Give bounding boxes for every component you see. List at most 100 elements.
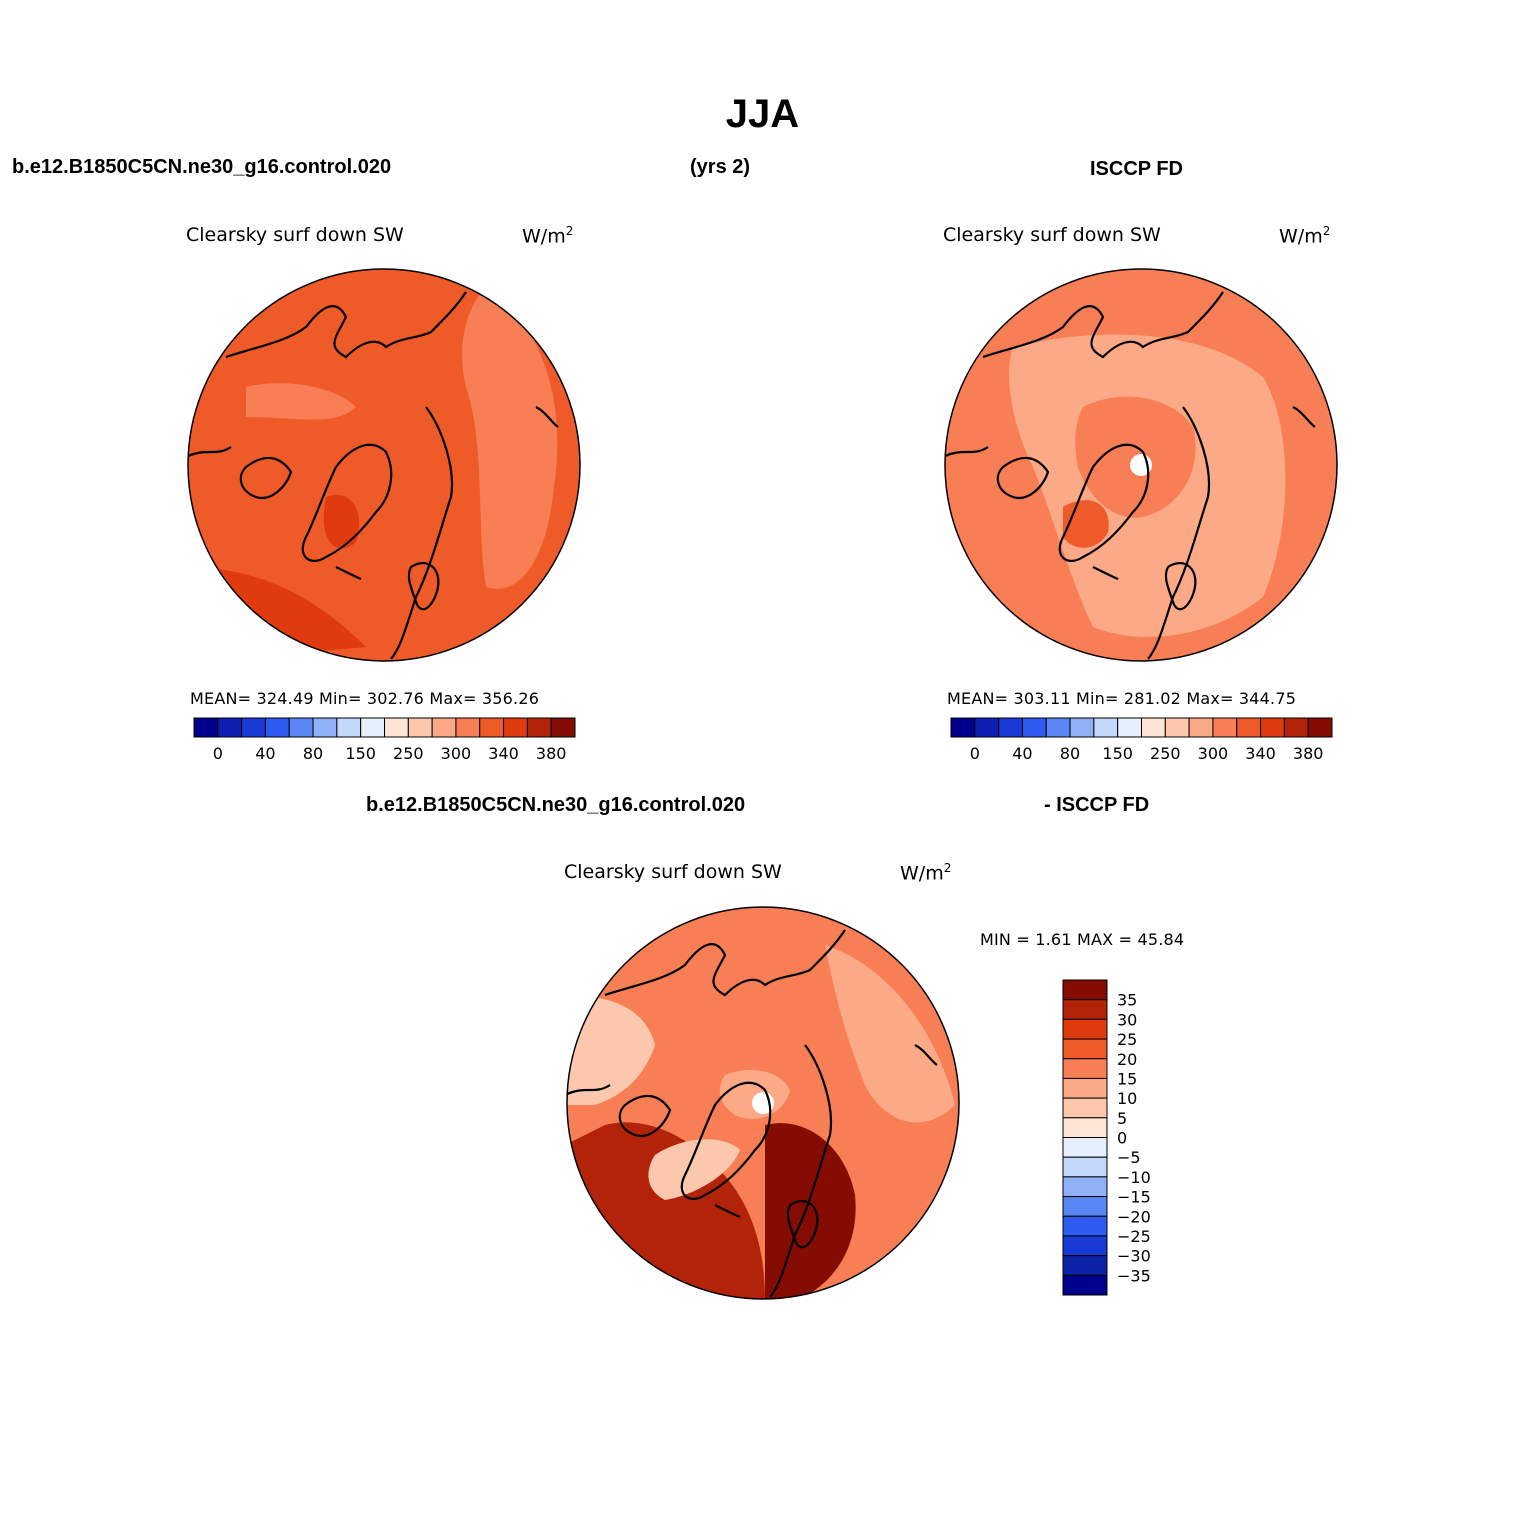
- obs-colorbar-box: [1093, 717, 1119, 738]
- diff-obs-name-header: - ISCCP FD: [1044, 794, 1150, 816]
- obs-colorbar-box: [1307, 717, 1333, 738]
- diff-colorbar-tick-label: −30: [1117, 1247, 1151, 1266]
- model-polar-map: [187, 268, 581, 662]
- diff-colorbar-tick-label: −20: [1117, 1207, 1151, 1226]
- diff-colorbar-tick-label: −5: [1117, 1148, 1141, 1167]
- diff-colorbar-box: [1062, 1097, 1108, 1119]
- diff-colorbar-tick-label: 35: [1117, 991, 1137, 1010]
- diff-colorbar-box: [1062, 1117, 1108, 1138]
- model-colorbar-box: [407, 717, 433, 738]
- diff-colorbar-tick-label: 30: [1117, 1010, 1137, 1029]
- obs-colorbar-tick-label: 80: [1060, 744, 1080, 763]
- diff-colorbar-box: [1062, 1038, 1108, 1060]
- diff-colorbar-box: [1062, 1274, 1108, 1296]
- diff-units: W/m2: [900, 861, 952, 885]
- model-colorbar-box: [336, 717, 362, 738]
- obs-colorbar-box: [1260, 717, 1285, 738]
- diff-colorbar-tick-label: 25: [1117, 1030, 1137, 1049]
- obs-colorbar-tick-label: 300: [1198, 744, 1229, 763]
- diff-map-pale-region: [567, 995, 655, 1105]
- obs-colorbar-box: [1164, 717, 1190, 738]
- diff-colorbar-box: [1062, 1137, 1108, 1158]
- obs-name-header: ISCCP FD: [1090, 158, 1183, 180]
- model-colorbar-box: [312, 717, 338, 738]
- obs-panel-title: Clearsky surf down SW: [943, 224, 1161, 246]
- obs-coastlines: [945, 291, 1316, 660]
- model-colorbar-box: [360, 717, 385, 738]
- obs-colorbar-box: [1141, 717, 1166, 738]
- model-colorbar-tick-label: 380: [536, 744, 567, 763]
- obs-polar-map: [944, 268, 1338, 662]
- model-colorbar-tick-label: 40: [255, 744, 275, 763]
- diff-map-border: [566, 906, 960, 1300]
- diff-colorbar-box: [1062, 979, 1108, 1001]
- model-colorbar-box: [264, 717, 290, 738]
- model-colorbar-tick-label: 0: [213, 744, 223, 763]
- model-colorbar-box: [431, 717, 457, 738]
- obs-colorbar-box: [998, 717, 1023, 738]
- obs-stats: MEAN= 303.11 Min= 281.02 Max= 344.75: [947, 689, 1297, 708]
- obs-colorbar: 0 40 80 150 250 300 340 380: [950, 717, 1333, 763]
- diff-map-light-region: [825, 945, 955, 1123]
- model-panel-title: Clearsky surf down SW: [186, 224, 404, 246]
- diff-colorbar-box: [1062, 1215, 1108, 1237]
- obs-colorbar-tick-label: 340: [1245, 744, 1276, 763]
- diff-colorbar-tick-label: 0: [1117, 1129, 1127, 1148]
- obs-colorbar-tick-label: 0: [970, 744, 980, 763]
- diff-colorbar-tick-label: −35: [1117, 1266, 1151, 1285]
- diff-colorbar-tick-label: −25: [1117, 1227, 1151, 1246]
- model-units: W/m2: [522, 224, 574, 248]
- diff-colorbar-box: [1062, 1077, 1108, 1099]
- model-colorbar-box: [503, 717, 528, 738]
- diff-colorbar-box: [1062, 999, 1108, 1020]
- obs-colorbar-tick-label: 380: [1293, 744, 1324, 763]
- diff-case-name-header: b.e12.B1850C5CN.ne30_g16.control.020: [366, 794, 746, 816]
- model-colorbar-box: [550, 717, 576, 738]
- model-stats: MEAN= 324.49 Min= 302.76 Max= 356.26: [190, 689, 540, 708]
- model-map-border: [187, 268, 581, 662]
- obs-colorbar-box: [1212, 717, 1238, 738]
- model-map-greenland-dark: [323, 494, 360, 549]
- diff-colorbar-tick-label: −15: [1117, 1188, 1151, 1207]
- model-map-light-region: [462, 287, 558, 589]
- model-colorbar-box: [384, 717, 409, 738]
- obs-colorbar-box: [1117, 717, 1142, 738]
- model-colorbar-box: [526, 717, 552, 738]
- diff-colorbar-tick-label: −10: [1117, 1168, 1151, 1187]
- model-colorbar-box: [288, 717, 314, 738]
- model-colorbar-tick-label: 300: [441, 744, 472, 763]
- obs-colorbar-box: [950, 717, 976, 738]
- model-colorbar-tick-label: 340: [488, 744, 519, 763]
- obs-colorbar-box: [974, 717, 1000, 738]
- diff-colorbar-box: [1062, 1235, 1108, 1257]
- model-colorbar-tick-label: 150: [345, 744, 376, 763]
- model-coastlines: [188, 291, 559, 660]
- model-colorbar-tick-label: 80: [303, 744, 323, 763]
- obs-colorbar-box: [1236, 717, 1262, 738]
- diff-minmax: MIN = 1.61 MAX = 45.84: [980, 930, 1185, 949]
- model-colorbar-box: [455, 717, 481, 738]
- diff-panel-title: Clearsky surf down SW: [564, 861, 782, 883]
- diff-polar-map: [566, 906, 960, 1300]
- diff-colorbar-box: [1062, 1176, 1108, 1198]
- case-name-header: b.e12.B1850C5CN.ne30_g16.control.020: [12, 156, 392, 178]
- model-map-light-region-west: [246, 383, 356, 420]
- diff-colorbar-tick-label: 10: [1117, 1089, 1137, 1108]
- diff-colorbar-box: [1062, 1156, 1108, 1178]
- obs-colorbar-box: [1188, 717, 1214, 738]
- diff-map-greenland-pale: [648, 1139, 740, 1200]
- diff-colorbar-box: [1062, 1255, 1108, 1276]
- model-colorbar-box: [217, 717, 243, 738]
- obs-colorbar-box: [1283, 717, 1309, 738]
- diff-colorbar-box: [1062, 1018, 1108, 1040]
- main-title: JJA: [725, 92, 800, 136]
- obs-colorbar-tick-label: 40: [1012, 744, 1032, 763]
- obs-map-border: [944, 268, 1338, 662]
- obs-colorbar-box: [1069, 717, 1095, 738]
- model-colorbar-box: [479, 717, 505, 738]
- model-colorbar-box: [193, 717, 219, 738]
- obs-units: W/m2: [1279, 224, 1331, 248]
- diff-colorbar-tick-label: 15: [1117, 1069, 1137, 1088]
- years-header: (yrs 2): [690, 156, 751, 178]
